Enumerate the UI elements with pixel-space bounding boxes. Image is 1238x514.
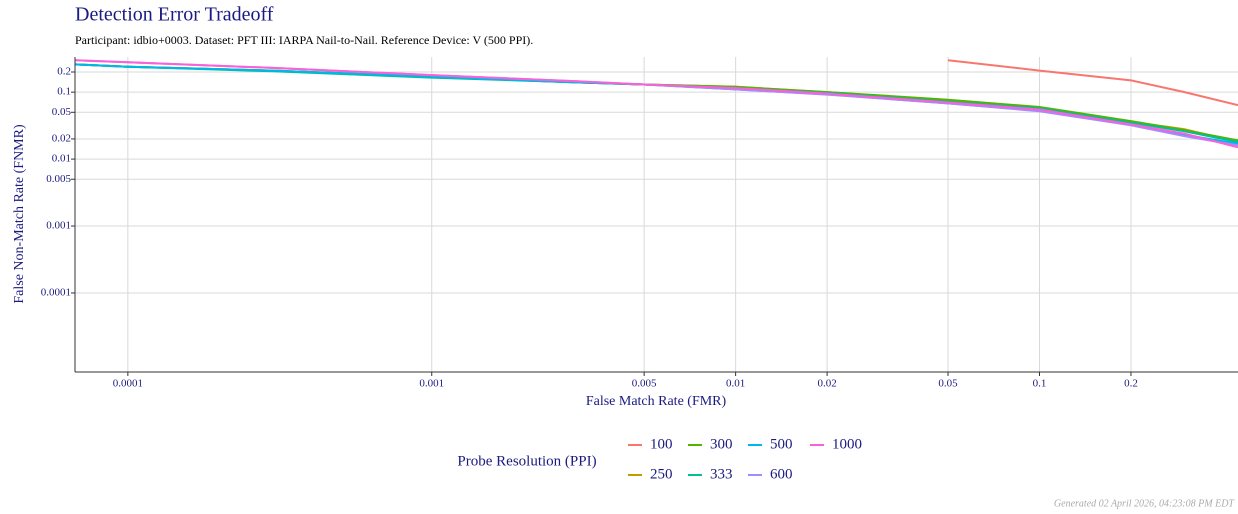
y-tick-label: 0.01	[52, 153, 71, 165]
y-tick-label: 0.02	[52, 132, 71, 144]
x-tick-label: 0.01	[726, 378, 745, 390]
legend-label: 250	[650, 466, 673, 482]
series-line	[947, 59, 1238, 107]
chart-subtitle: Participant: idbio+0003. Dataset: PFT II…	[75, 33, 533, 47]
x-tick-label: 0.02	[817, 378, 836, 390]
footer: Generated 02 April 2026, 04:23:08 PM EDT	[1054, 498, 1236, 509]
chart-title: Detection Error Tradeoff	[75, 4, 274, 26]
x-tick-label: 0.001	[419, 378, 444, 390]
y-tick-label: 0.0001	[41, 287, 71, 299]
legend: 100 250 300 333 500 600 1000	[628, 436, 862, 482]
x-tick-label: 0.1	[1033, 378, 1047, 390]
legend-label: 1000	[832, 436, 862, 452]
legend-label: 500	[770, 436, 793, 452]
legend-label: 300	[710, 436, 733, 452]
legend-label: 600	[770, 466, 793, 482]
y-tick-label: 0.05	[52, 106, 72, 118]
y-axis-label: False Non-Match Rate (FNMR)	[12, 124, 27, 304]
series-line	[75, 63, 1238, 143]
y-tick-label: 0.1	[57, 86, 71, 98]
y-tick-label: 0.001	[46, 220, 71, 232]
series-line	[75, 63, 1238, 142]
series-line	[75, 63, 1238, 145]
series-line	[75, 63, 1238, 143]
series-line	[75, 59, 1238, 149]
legend-label: 100	[650, 436, 673, 452]
legend-title: Probe Resolution (PPI)	[457, 453, 596, 469]
y-tick-label: 0.005	[46, 173, 71, 185]
x-tick-label: 0.005	[632, 378, 657, 390]
plot-lines	[75, 59, 1238, 149]
grid	[75, 57, 1238, 372]
x-tick-label: 0.05	[938, 378, 958, 390]
y-tick-label: 0.2	[57, 66, 71, 78]
legend-label: 333	[710, 466, 733, 482]
x-axis-label: False Match Rate (FMR)	[586, 394, 727, 409]
x-tick-label: 0.0001	[113, 378, 143, 390]
x-tick-label: 0.2	[1124, 378, 1138, 390]
